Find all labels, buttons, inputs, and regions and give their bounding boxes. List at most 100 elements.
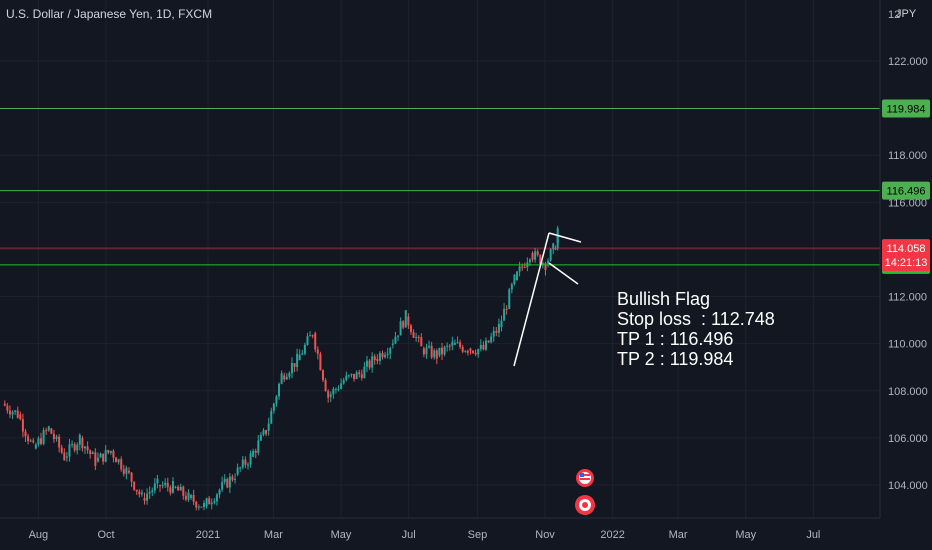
time-axis[interactable]: Aug Oct 2021 Mar May Jul Sep Nov 2022 Mar May Jul bbox=[0, 517, 880, 541]
candle-body bbox=[469, 348, 472, 351]
candle-body bbox=[84, 446, 86, 449]
candle-body bbox=[6, 405, 9, 411]
candle-body bbox=[342, 380, 345, 384]
candle-body bbox=[153, 483, 156, 491]
candle-body bbox=[296, 353, 299, 368]
candle-body bbox=[337, 388, 340, 390]
price-tick-label: 108.000 bbox=[888, 386, 928, 398]
candle-body bbox=[539, 254, 542, 265]
candle-body bbox=[521, 266, 524, 268]
candle-body bbox=[417, 336, 420, 338]
candle-body bbox=[353, 373, 356, 380]
candle-body bbox=[122, 469, 125, 474]
candle-body bbox=[409, 325, 412, 333]
candle-body bbox=[76, 444, 79, 451]
candle-body bbox=[179, 486, 182, 491]
candle-body bbox=[34, 444, 37, 449]
candle-body bbox=[407, 316, 410, 326]
candle-body bbox=[171, 481, 174, 493]
currency-label[interactable]: JPY bbox=[896, 8, 917, 20]
candle-body bbox=[365, 360, 368, 367]
level-price-label: 119.984 bbox=[887, 103, 926, 115]
candle-body bbox=[536, 251, 539, 255]
candle-body bbox=[549, 249, 552, 261]
countdown-label: 14:21:13 bbox=[885, 257, 928, 269]
candle-body bbox=[109, 450, 112, 453]
last-price-label: 114.058 bbox=[887, 243, 926, 255]
candle-body bbox=[221, 482, 224, 490]
candle-body bbox=[166, 482, 169, 488]
candle-body bbox=[246, 464, 249, 466]
price-tick-label: 106.000 bbox=[888, 433, 928, 445]
candle-body bbox=[345, 375, 348, 381]
candle-body bbox=[63, 452, 66, 461]
candle-body bbox=[27, 436, 30, 442]
candle-body bbox=[239, 467, 242, 469]
candle-body bbox=[156, 478, 159, 484]
candle-body bbox=[203, 503, 205, 508]
candle-body bbox=[322, 370, 324, 381]
candle-body bbox=[40, 438, 43, 444]
price-tick-label: 112.000 bbox=[888, 292, 927, 304]
candle-body bbox=[332, 388, 335, 395]
candle-body bbox=[177, 486, 180, 491]
candle-body bbox=[293, 363, 296, 368]
candle-body bbox=[461, 347, 464, 352]
candle-body bbox=[285, 376, 288, 380]
price-tick-label: 118.000 bbox=[888, 150, 927, 162]
candle-body bbox=[319, 353, 322, 371]
candle-body bbox=[528, 259, 531, 263]
candle-body bbox=[270, 410, 273, 424]
candle-body bbox=[252, 450, 255, 457]
candle-body bbox=[441, 347, 443, 355]
candle-body bbox=[81, 437, 84, 449]
candle-body bbox=[68, 444, 71, 457]
candle-body bbox=[192, 495, 195, 502]
candle-body bbox=[386, 353, 389, 355]
candle-body bbox=[115, 457, 118, 463]
candle-body bbox=[164, 482, 167, 486]
candle-body bbox=[148, 492, 151, 494]
candle-body bbox=[358, 372, 361, 375]
us-flag-event-icon[interactable] bbox=[576, 469, 594, 487]
candle-body bbox=[283, 375, 286, 380]
candle-body bbox=[384, 354, 387, 358]
horizontal-levels bbox=[0, 107, 880, 266]
candle-body bbox=[228, 476, 231, 488]
candle-body bbox=[425, 347, 428, 355]
candle-body bbox=[433, 350, 436, 358]
candle-body bbox=[71, 444, 74, 446]
candle-body bbox=[208, 498, 211, 505]
candle-body bbox=[430, 345, 433, 358]
time-tick-label: Nov bbox=[535, 529, 555, 541]
candle-body bbox=[329, 394, 332, 397]
candle-body bbox=[316, 349, 319, 354]
candle-body bbox=[205, 498, 208, 507]
candle-body bbox=[397, 335, 400, 337]
candle-body bbox=[125, 467, 128, 474]
flag-upper-line bbox=[548, 232, 582, 243]
price-tick-label: 116.000 bbox=[888, 197, 927, 209]
candle-body bbox=[503, 308, 506, 321]
candle-body bbox=[547, 260, 550, 264]
candle-body bbox=[490, 336, 493, 343]
candle-body bbox=[290, 363, 293, 374]
event-markers[interactable] bbox=[575, 469, 595, 515]
candle-body bbox=[151, 490, 154, 493]
candle-body bbox=[50, 428, 53, 434]
price-tick-label: 110.000 bbox=[888, 339, 927, 351]
candle-body bbox=[428, 345, 431, 348]
candle-body bbox=[371, 356, 374, 368]
time-tick-label: 2021 bbox=[196, 529, 220, 541]
candle-body bbox=[541, 263, 544, 265]
candle-body bbox=[391, 343, 394, 345]
candle-body bbox=[58, 436, 61, 448]
candle-body bbox=[482, 344, 485, 350]
time-tick-label: May bbox=[735, 529, 756, 541]
candle-body bbox=[102, 453, 105, 462]
candle-body bbox=[104, 450, 107, 462]
jp-flag-event-icon[interactable] bbox=[575, 495, 595, 515]
time-tick-label: 2022 bbox=[600, 529, 624, 541]
price-axis[interactable]: 122.000120.000118.000116.000114.000112.0… bbox=[879, 0, 932, 550]
candle-body bbox=[47, 426, 50, 431]
